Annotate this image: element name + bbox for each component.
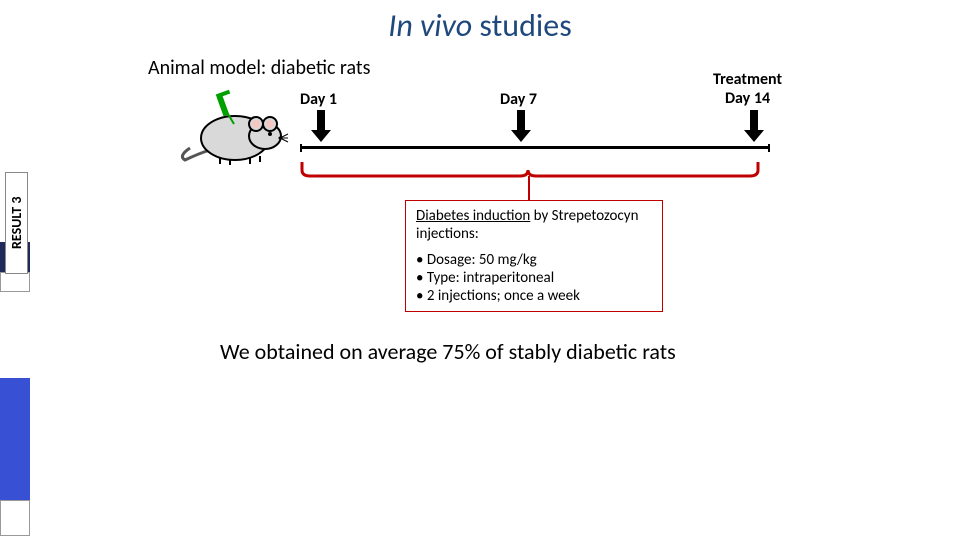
treatment-line2: Day 14 [725, 89, 770, 108]
summary-text: We obtained on average 75% of stably dia… [220, 338, 676, 365]
arrow-day1 [317, 110, 325, 132]
timeline-tick-end [768, 144, 770, 152]
timeline-bar [300, 146, 770, 149]
treatment-label: Treatment Day 14 [713, 70, 782, 108]
bracket-connector [528, 176, 530, 202]
info-bullet: 2 injections; once a week [416, 287, 652, 305]
title-italic: In vivo [388, 6, 472, 45]
day1-label: Day 1 [300, 90, 337, 109]
timeline-tick-start [300, 144, 302, 152]
sidebar-label: RESULT 3 [5, 172, 28, 274]
info-bullet: Dosage: 50 mg/kg [416, 251, 652, 269]
info-list: Dosage: 50 mg/kg Type: intraperitoneal 2… [416, 251, 652, 305]
day7-label: Day 7 [500, 90, 537, 109]
arrow-day7 [517, 110, 525, 132]
bracket [300, 160, 760, 178]
rat-icon [180, 88, 290, 168]
info-bullet: Type: intraperitoneal [416, 269, 652, 287]
subtitle: Animal model: diabetic rats [148, 56, 370, 80]
treatment-line1: Treatment [713, 70, 782, 89]
page-title: In vivo studies [0, 6, 960, 45]
info-box: Diabetes induction by Strepetozocyn inje… [405, 200, 663, 312]
arrow-day14 [750, 110, 758, 132]
title-rest: studies [472, 6, 572, 45]
info-heading: Diabetes induction by Strepetozocyn inje… [416, 207, 652, 243]
info-heading-underlined: Diabetes induction [416, 207, 530, 225]
